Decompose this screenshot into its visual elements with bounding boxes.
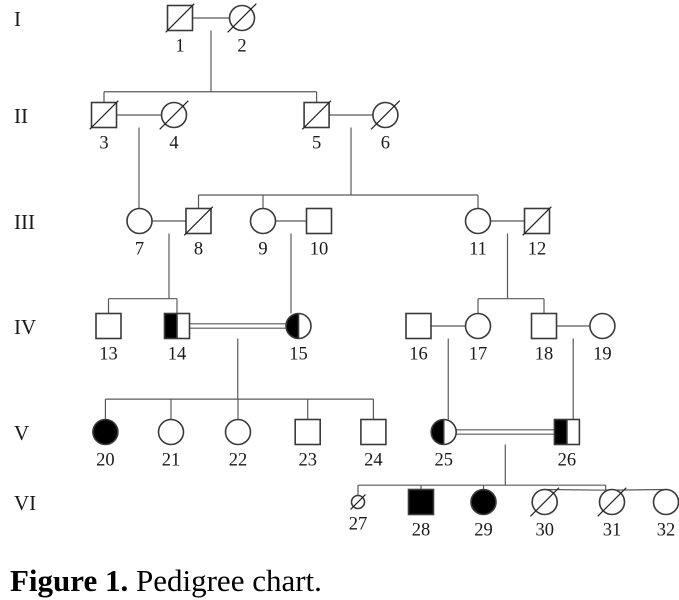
svg-text:25: 25 — [434, 451, 453, 471]
svg-text:22: 22 — [229, 451, 248, 471]
svg-text:8: 8 — [194, 240, 203, 260]
svg-text:16: 16 — [409, 345, 428, 365]
svg-text:4: 4 — [169, 134, 178, 154]
svg-text:1: 1 — [175, 37, 184, 57]
svg-text:18: 18 — [535, 345, 554, 365]
svg-text:13: 13 — [99, 345, 118, 365]
svg-text:11: 11 — [469, 240, 487, 260]
svg-text:20: 20 — [96, 451, 115, 471]
svg-text:27: 27 — [349, 515, 368, 535]
svg-text:14: 14 — [168, 345, 187, 365]
svg-text:9: 9 — [258, 240, 267, 260]
svg-text:7: 7 — [135, 240, 144, 260]
svg-text:17: 17 — [469, 345, 488, 365]
svg-text:6: 6 — [381, 134, 390, 154]
svg-text:24: 24 — [364, 451, 383, 471]
svg-text:32: 32 — [657, 521, 676, 541]
svg-text:3: 3 — [99, 134, 108, 154]
svg-text:28: 28 — [412, 521, 431, 541]
svg-text:2: 2 — [237, 37, 246, 57]
svg-text:19: 19 — [593, 345, 612, 365]
svg-text:15: 15 — [289, 345, 308, 365]
svg-text:23: 23 — [298, 451, 317, 471]
svg-text:21: 21 — [162, 451, 181, 471]
svg-text:29: 29 — [474, 521, 493, 541]
svg-text:30: 30 — [535, 521, 554, 541]
svg-text:12: 12 — [528, 240, 547, 260]
svg-text:5: 5 — [312, 134, 321, 154]
svg-text:31: 31 — [603, 521, 622, 541]
svg-text:26: 26 — [558, 451, 577, 471]
svg-text:10: 10 — [310, 240, 329, 260]
